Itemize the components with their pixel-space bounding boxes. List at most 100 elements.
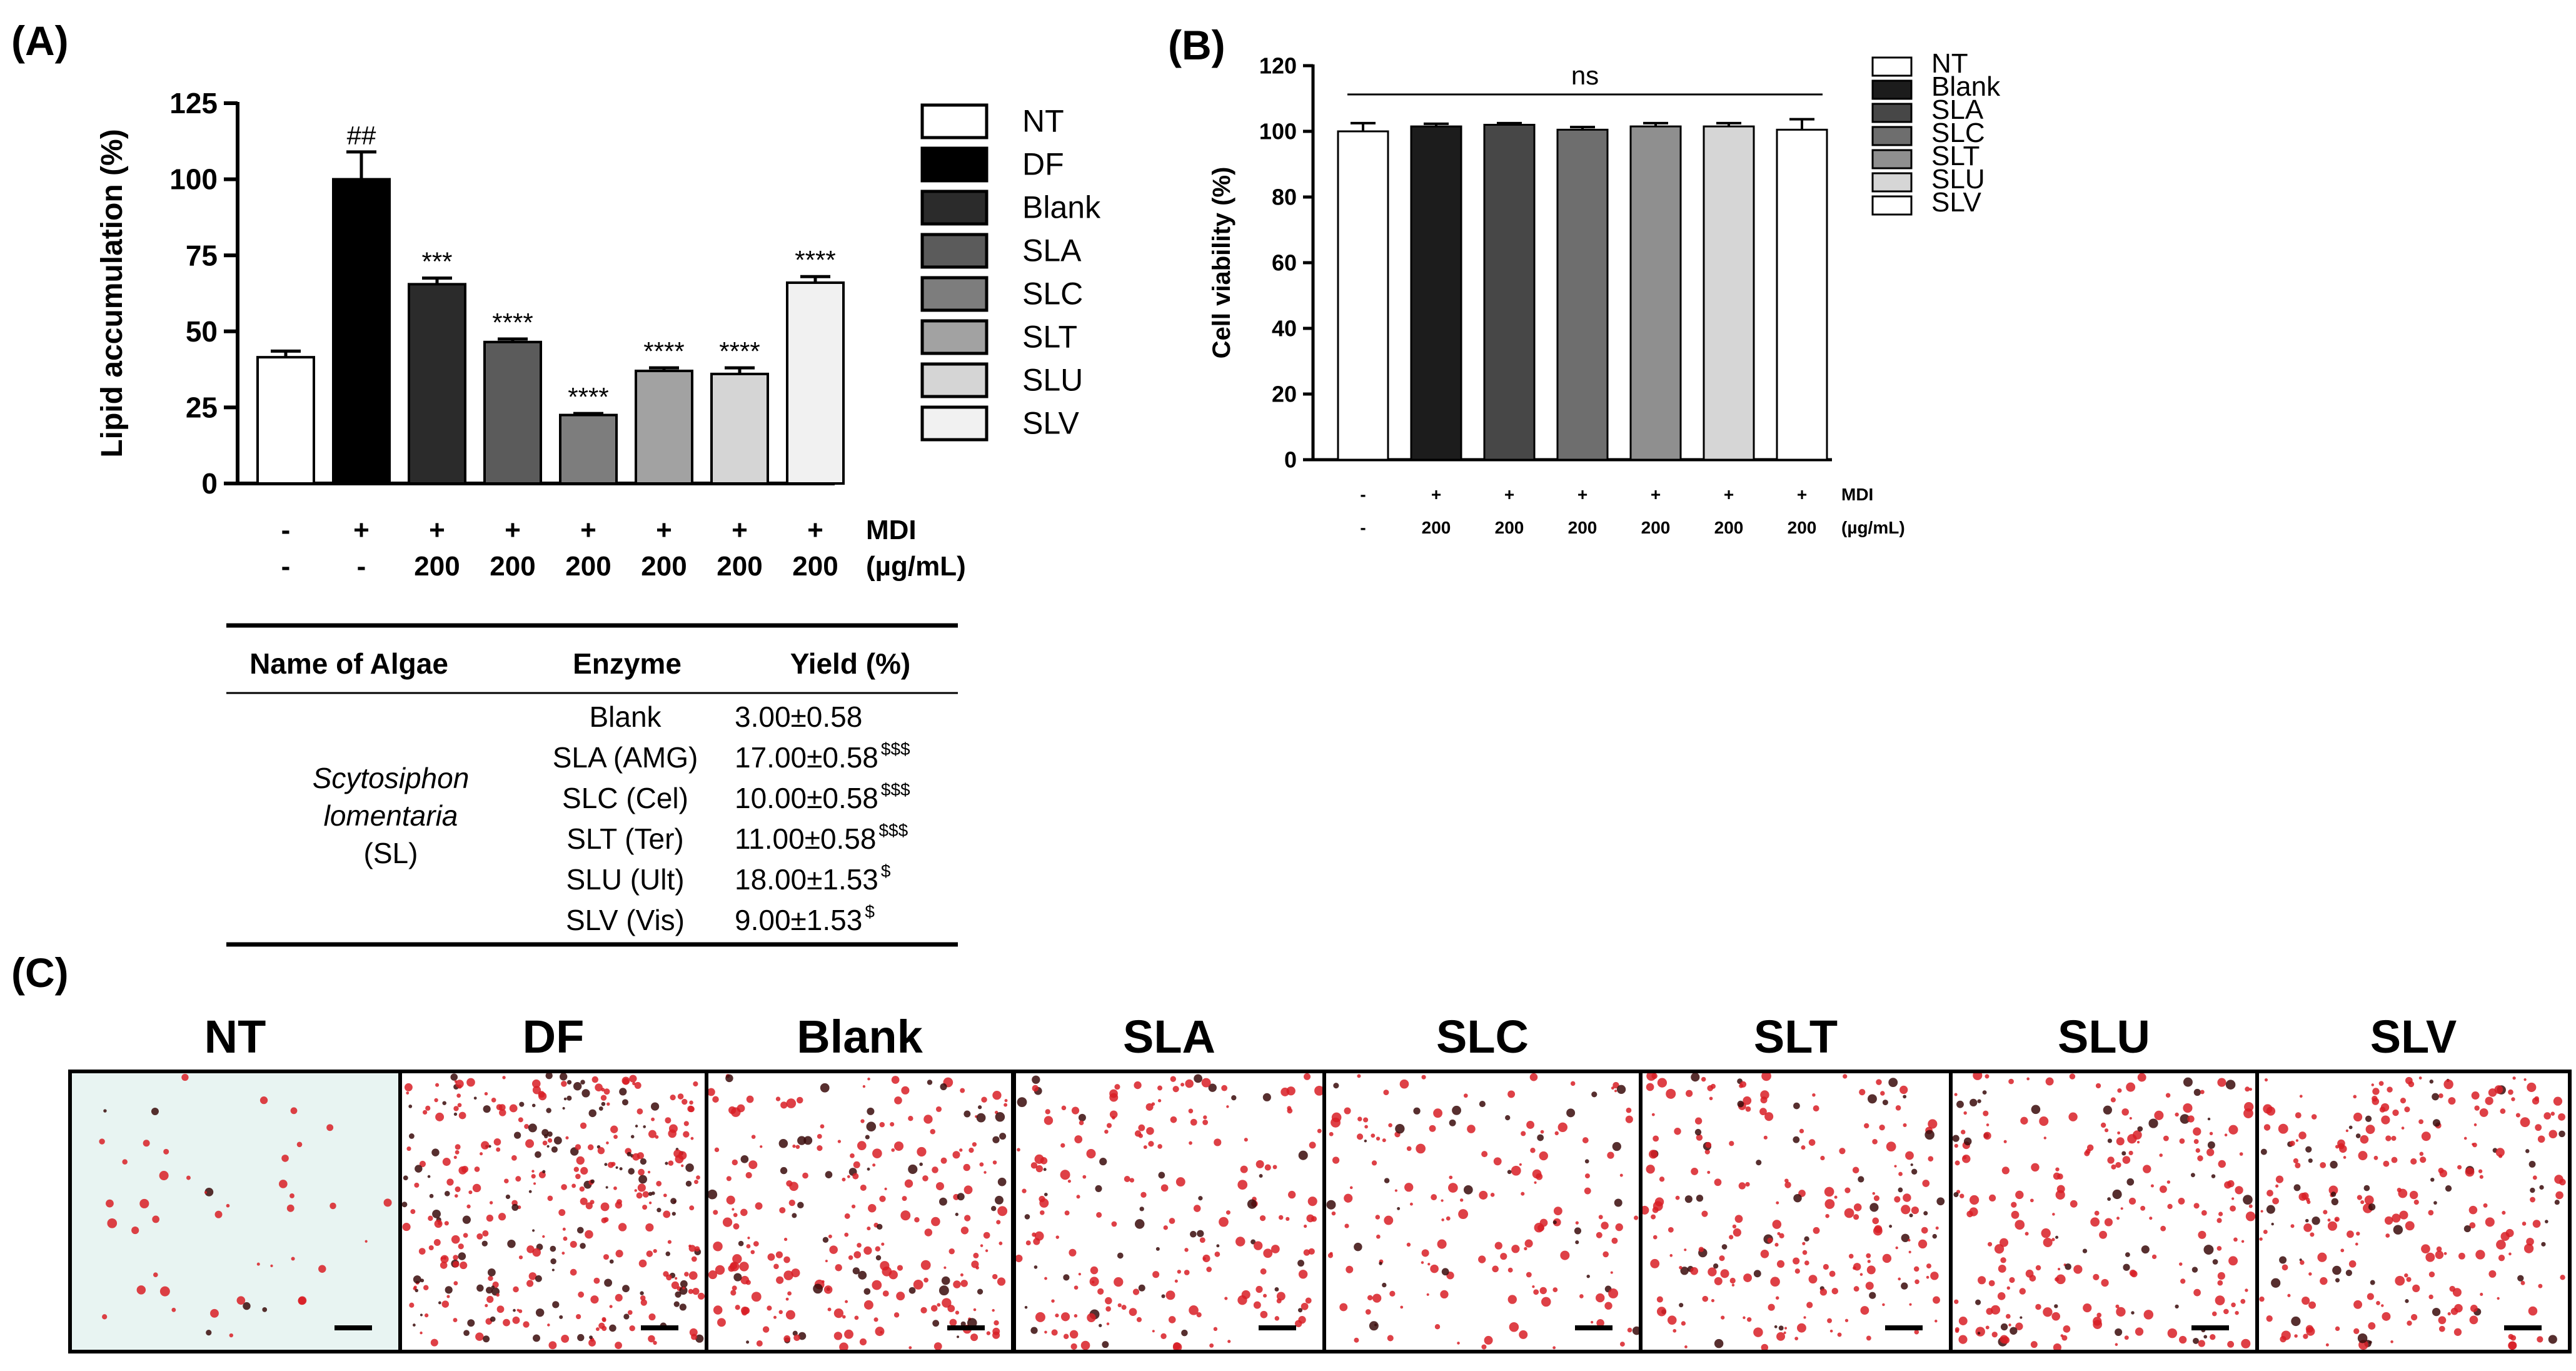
lipid-droplet [1457, 1342, 1460, 1345]
table-cell-yield: 17.00±0.58 [735, 741, 878, 774]
lipid-droplet [2430, 1177, 2435, 1182]
lipid-droplet [2303, 1333, 2308, 1339]
lipid-droplet [1074, 1314, 1078, 1318]
lipid-droplet [1158, 1171, 1165, 1179]
lipid-droplet [858, 1270, 867, 1280]
lipid-droplet [503, 1318, 510, 1327]
lipid-droplet [785, 1297, 789, 1301]
lipid-droplet [1651, 1214, 1656, 1220]
lipid-droplet [1819, 1288, 1828, 1296]
lipid-droplet [1109, 1110, 1118, 1119]
lipid-droplet [875, 1246, 881, 1252]
lipid-droplet [1584, 1173, 1590, 1179]
lipid-droplet [1272, 1165, 1277, 1170]
lipid-droplet [2345, 1129, 2349, 1133]
lipid-droplet [1458, 1209, 1469, 1220]
lipid-droplet [2382, 1312, 2391, 1321]
lipid-droplet [670, 1198, 677, 1205]
lipid-droplet [860, 1184, 867, 1191]
lipid-droplet [828, 1234, 832, 1238]
lipid-droplet [1926, 1275, 1929, 1279]
lipid-droplet [2323, 1210, 2328, 1215]
lipid-droplet [665, 1251, 671, 1257]
lipid-droplet [997, 1177, 1007, 1186]
lipid-droplet [453, 1155, 457, 1159]
lipid-droplet [326, 1124, 334, 1131]
lipid-droplet [1074, 1285, 1079, 1290]
lipid-droplet [1651, 1113, 1655, 1116]
lipid-droplet [2383, 1160, 2390, 1167]
lipid-droplet [2055, 1277, 2060, 1282]
lipid-droplet [1060, 1143, 1065, 1148]
significance-label: ## [347, 121, 376, 150]
lipid-droplet [1820, 1155, 1825, 1161]
lipid-droplet [860, 1119, 865, 1123]
lipid-droplet [2295, 1162, 2301, 1168]
lipid-droplet [1705, 1141, 1712, 1148]
lipid-droplet [507, 1239, 516, 1248]
lipid-droplet [603, 1217, 609, 1223]
lipid-droplet [636, 1108, 643, 1115]
lipid-droplet [1738, 1182, 1746, 1190]
lipid-droplet [1376, 1136, 1381, 1141]
lipid-droplet [2055, 1235, 2059, 1239]
lipid-droplet [2289, 1140, 2295, 1146]
lipid-droplet [786, 1098, 797, 1108]
lipid-droplet [2140, 1205, 2146, 1211]
lipid-droplet [2340, 1248, 2345, 1253]
lipid-droplet [973, 1252, 979, 1258]
legend-label-slu: SLU [1931, 164, 1985, 195]
lipid-droplet [2263, 1124, 2271, 1131]
lipid-droplet [629, 1325, 635, 1332]
lipid-droplet [2167, 1203, 2173, 1210]
lipid-droplet [2384, 1216, 2393, 1225]
lipid-droplet [2347, 1230, 2354, 1238]
lipid-droplet [1161, 1294, 1165, 1298]
lipid-droplet [1554, 1131, 1559, 1136]
lipid-droplet [615, 1166, 618, 1169]
lipid-droplet [1146, 1126, 1154, 1135]
lipid-droplet [1505, 1115, 1511, 1121]
lipid-droplet [2468, 1205, 2478, 1215]
lipid-droplet [1898, 1171, 1903, 1176]
lipid-droplet [1346, 1265, 1354, 1273]
legend-label-slv: SLV [1022, 406, 1079, 441]
lipid-droplet [2317, 1252, 2327, 1262]
lipid-droplet [1534, 1222, 1544, 1233]
lipid-droplet [1190, 1118, 1197, 1126]
lipid-droplet [894, 1096, 902, 1105]
lipid-droplet [2110, 1097, 2116, 1103]
lipid-droplet [615, 1342, 622, 1349]
lipid-droplet [483, 1105, 491, 1113]
lipid-droplet [1260, 1268, 1267, 1275]
lipid-droplet [919, 1162, 923, 1166]
lipid-droplet [1837, 1332, 1842, 1337]
lipid-droplet [1808, 1139, 1816, 1146]
lipid-droplet [1963, 1137, 1972, 1146]
lipid-droplet [879, 1195, 886, 1202]
lipid-droplet [559, 1315, 563, 1319]
lipid-droplet [817, 1145, 823, 1151]
lipid-droplet [2215, 1295, 2225, 1305]
lipid-droplet [1598, 1215, 1603, 1220]
lipid-droplet [863, 1288, 871, 1295]
lipid-droplet [675, 1291, 682, 1298]
lipid-droplet [820, 1083, 830, 1093]
lipid-droplet [1044, 1330, 1047, 1334]
lipid-droplet [2178, 1262, 2183, 1266]
lipid-droplet [2392, 1213, 2401, 1223]
lipid-droplet [2463, 1225, 2471, 1233]
lipid-droplet [1326, 1200, 1336, 1210]
lipid-droplet [1163, 1225, 1168, 1230]
lipid-droplet [1055, 1235, 1060, 1239]
lipid-droplet [803, 1136, 813, 1145]
lipid-droplet [2545, 1220, 2548, 1223]
lipid-droplet [1189, 1305, 1199, 1315]
lipid-droplet [2327, 1218, 2331, 1222]
lipid-droplet [1134, 1130, 1142, 1137]
lipid-droplet [2469, 1222, 2476, 1229]
lipid-droplet [881, 1242, 885, 1246]
lipid-droplet [753, 1241, 759, 1247]
lipid-droplet [783, 1256, 790, 1263]
lipid-droplet [2000, 1257, 2006, 1263]
